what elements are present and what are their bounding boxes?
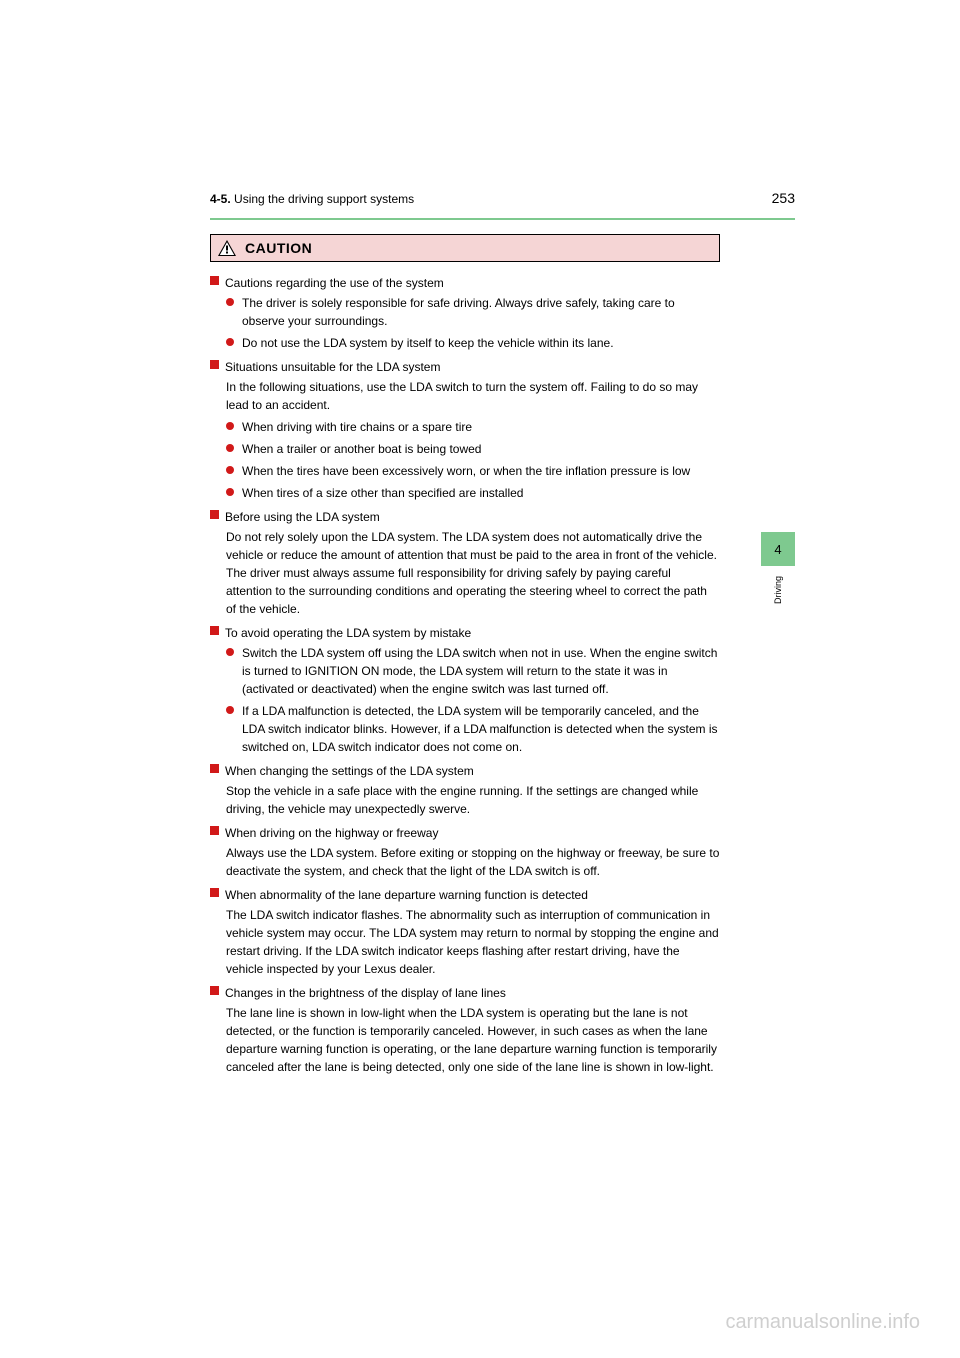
bullet-text: Switch the LDA system off using the LDA … xyxy=(242,644,720,698)
section-intro: In the following situations, use the LDA… xyxy=(226,378,720,414)
bullet-text: If a LDA malfunction is detected, the LD… xyxy=(242,702,720,756)
circle-bullet-icon xyxy=(226,444,234,452)
bullet-item: If a LDA malfunction is detected, the LD… xyxy=(226,702,720,756)
chapter-label-text: Driving xyxy=(773,576,783,604)
section-heading-text: Before using the LDA system xyxy=(225,510,720,524)
section-heading-text: When abnormality of the lane departure w… xyxy=(225,888,720,902)
caution-banner: CAUTION xyxy=(210,234,720,262)
header-rule xyxy=(210,218,795,220)
bullet-item: Do not use the LDA system by itself to k… xyxy=(226,334,720,352)
section-heading: Situations unsuitable for the LDA system xyxy=(210,360,720,374)
circle-bullet-icon xyxy=(226,648,234,656)
bullet-text: The driver is solely responsible for saf… xyxy=(242,294,720,330)
section-heading-text: When changing the settings of the LDA sy… xyxy=(225,764,720,778)
square-bullet-icon xyxy=(210,764,219,773)
section-intro: Do not rely solely upon the LDA system. … xyxy=(226,528,720,618)
caution-section: Changes in the brightness of the display… xyxy=(210,986,720,1076)
chapter-number: 4 xyxy=(774,542,781,557)
square-bullet-icon xyxy=(210,826,219,835)
section-intro: Always use the LDA system. Before exitin… xyxy=(226,844,720,880)
section-heading: Changes in the brightness of the display… xyxy=(210,986,720,1000)
circle-bullet-icon xyxy=(226,338,234,346)
warning-icon xyxy=(217,239,237,257)
circle-bullet-icon xyxy=(226,706,234,714)
section-num: 4-5. xyxy=(210,192,231,206)
section-heading: When changing the settings of the LDA sy… xyxy=(210,764,720,778)
caution-section: When driving on the highway or freeway Al… xyxy=(210,826,720,880)
caution-section: Situations unsuitable for the LDA system… xyxy=(210,360,720,502)
square-bullet-icon xyxy=(210,986,219,995)
section-intro: The lane line is shown in low-light when… xyxy=(226,1004,720,1076)
chapter-tab: 4 xyxy=(761,532,795,566)
section-heading: Before using the LDA system xyxy=(210,510,720,524)
section-intro: Stop the vehicle in a safe place with th… xyxy=(226,782,720,818)
square-bullet-icon xyxy=(210,888,219,897)
caution-content: Cautions regarding the use of the system… xyxy=(210,276,720,1076)
section-heading-text: Changes in the brightness of the display… xyxy=(225,986,720,1000)
bullet-text: When the tires have been excessively wor… xyxy=(242,462,720,480)
bullet-item: When a trailer or another boat is being … xyxy=(226,440,720,458)
square-bullet-icon xyxy=(210,510,219,519)
section-heading: When abnormality of the lane departure w… xyxy=(210,888,720,902)
caution-section: Cautions regarding the use of the system… xyxy=(210,276,720,352)
section-intro: The LDA switch indicator flashes. The ab… xyxy=(226,906,720,978)
section-heading: To avoid operating the LDA system by mis… xyxy=(210,626,720,640)
bullet-text: Do not use the LDA system by itself to k… xyxy=(242,334,720,352)
bullet-item: Switch the LDA system off using the LDA … xyxy=(226,644,720,698)
circle-bullet-icon xyxy=(226,298,234,306)
square-bullet-icon xyxy=(210,360,219,369)
header-left: 4-5. Using the driving support systems xyxy=(210,192,414,206)
caution-section: When changing the settings of the LDA sy… xyxy=(210,764,720,818)
bullet-item: The driver is solely responsible for saf… xyxy=(226,294,720,330)
section-heading: Cautions regarding the use of the system xyxy=(210,276,720,290)
section-heading-text: Situations unsuitable for the LDA system xyxy=(225,360,720,374)
bullet-text: When a trailer or another boat is being … xyxy=(242,440,720,458)
circle-bullet-icon xyxy=(226,422,234,430)
section-title: Using the driving support systems xyxy=(234,192,414,206)
caution-label: CAUTION xyxy=(245,240,312,256)
bullet-text: When driving with tire chains or a spare… xyxy=(242,418,720,436)
section-heading-text: Cautions regarding the use of the system xyxy=(225,276,720,290)
circle-bullet-icon xyxy=(226,488,234,496)
page-number: 253 xyxy=(772,190,795,206)
chapter-tab-label: Driving xyxy=(761,570,795,610)
caution-section: To avoid operating the LDA system by mis… xyxy=(210,626,720,756)
watermark: carmanualsonline.info xyxy=(725,1311,920,1334)
square-bullet-icon xyxy=(210,626,219,635)
square-bullet-icon xyxy=(210,276,219,285)
caution-section: Before using the LDA system Do not rely s… xyxy=(210,510,720,618)
caution-section: When abnormality of the lane departure w… xyxy=(210,888,720,978)
section-heading-text: When driving on the highway or freeway xyxy=(225,826,720,840)
bullet-item: When the tires have been excessively wor… xyxy=(226,462,720,480)
section-heading-text: To avoid operating the LDA system by mis… xyxy=(225,626,720,640)
bullet-item: When driving with tire chains or a spare… xyxy=(226,418,720,436)
circle-bullet-icon xyxy=(226,466,234,474)
section-heading: When driving on the highway or freeway xyxy=(210,826,720,840)
bullet-item: When tires of a size other than specifie… xyxy=(226,484,720,502)
bullet-text: When tires of a size other than specifie… xyxy=(242,484,720,502)
